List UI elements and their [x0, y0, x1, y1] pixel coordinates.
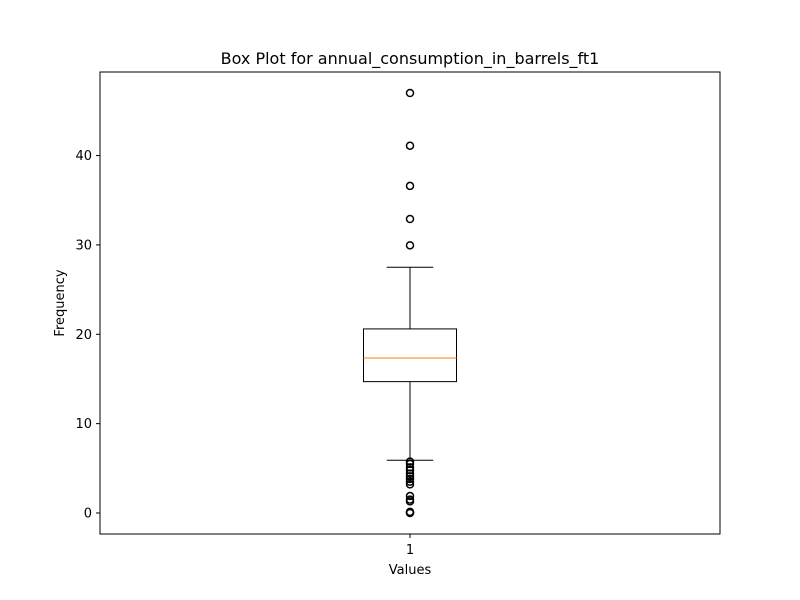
- x-tick-label: 1: [406, 543, 414, 558]
- y-tick-label: 40: [75, 149, 92, 164]
- outlier-point: [405, 474, 415, 484]
- y-tick-label: 20: [75, 328, 92, 343]
- outlier-point: [405, 477, 415, 486]
- outlier-point: [405, 141, 415, 150]
- outlier-point: [405, 88, 415, 98]
- y-axis: 0 10 20 30 40: [75, 149, 100, 522]
- outlier-point: [405, 463, 415, 472]
- outlier-point: [405, 495, 415, 504]
- y-tick-label: 10: [75, 417, 92, 432]
- outlier-point: [405, 491, 415, 501]
- y-axis-label: Frequency: [53, 269, 68, 336]
- x-axis: 1: [406, 534, 414, 558]
- plot-area: [363, 88, 457, 518]
- outlier-point: [405, 507, 415, 517]
- iqr-box: [363, 328, 457, 383]
- x-axis-label: Values: [389, 563, 432, 578]
- outlier-point: [405, 181, 415, 191]
- outlier-point: [405, 241, 415, 250]
- y-tick-label: 0: [84, 507, 92, 522]
- outlier-point: [405, 480, 415, 489]
- outlier-point: [405, 457, 415, 466]
- outlier-point: [405, 214, 415, 224]
- chart-title: Box Plot for annual_consumption_in_barre…: [221, 49, 600, 69]
- y-tick-label: 30: [75, 238, 92, 253]
